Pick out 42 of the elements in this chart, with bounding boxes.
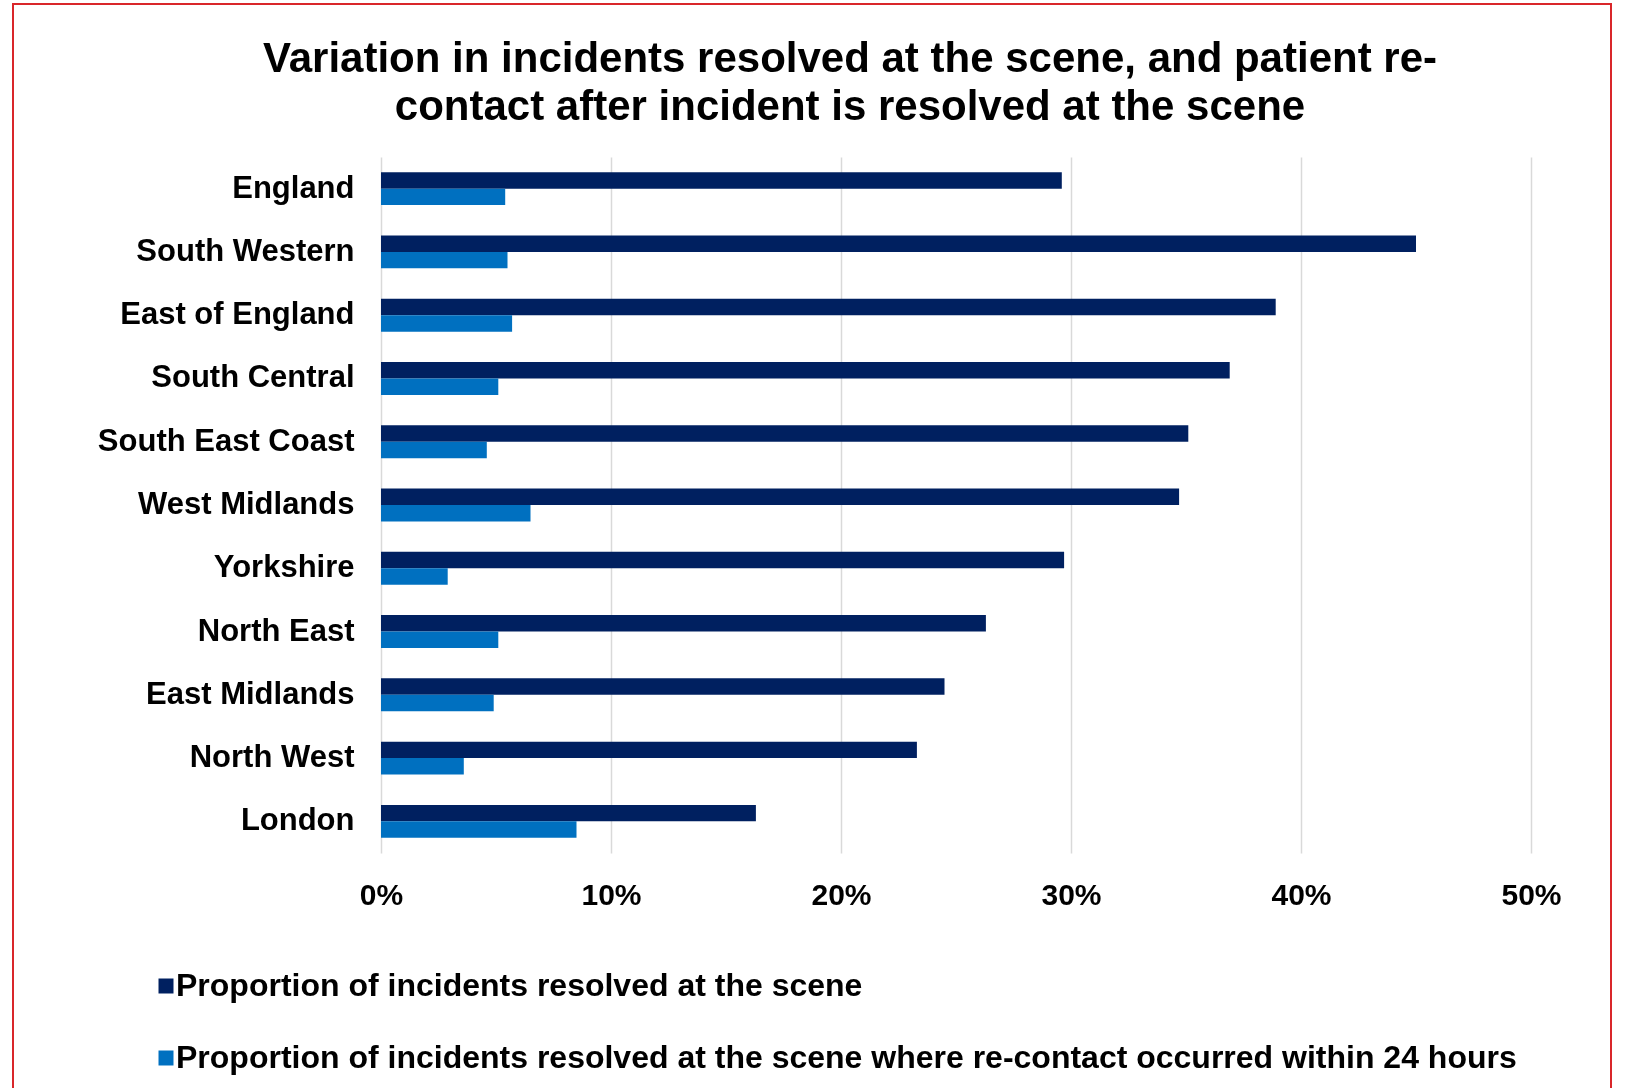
- bar: [381, 741, 917, 759]
- bar: [381, 425, 1189, 442]
- y-tick-label: South Central: [151, 359, 355, 395]
- x-tick-label: 40%: [1271, 877, 1332, 911]
- x-tick-label: 10%: [581, 877, 642, 911]
- y-tick-label: London: [240, 802, 355, 838]
- bar: [381, 378, 499, 395]
- y-tick-label: England: [232, 169, 355, 205]
- y-tick-label: North East: [197, 612, 355, 648]
- bar: [381, 251, 508, 269]
- bar: [381, 551, 1065, 569]
- bar: [381, 821, 577, 838]
- y-tick-label: South Western: [136, 232, 355, 268]
- y-tick-label: South East Coast: [97, 422, 355, 458]
- y-tick-label: East of England: [120, 296, 355, 332]
- y-tick-label: West Midlands: [138, 486, 355, 521]
- bar: [381, 694, 494, 712]
- y-tick-label: Yorkshire: [213, 549, 355, 585]
- bar: [381, 505, 531, 522]
- bar: [381, 362, 1230, 379]
- chart-title: Variation in incidents resolved at the scene, and patient re-contact after incident is resolved at the scene: [263, 34, 1437, 129]
- bar: [381, 235, 1416, 252]
- bar: [381, 568, 448, 585]
- bar: [381, 631, 499, 648]
- bar: [381, 172, 1062, 189]
- bar: [381, 758, 464, 775]
- legend-label: Proportion of incidents resolved at the scene: [176, 967, 863, 1003]
- bar: [381, 488, 1180, 505]
- y-tick-label: East Midlands: [146, 675, 355, 711]
- x-tick-label: 50%: [1501, 877, 1562, 911]
- bar: [381, 678, 945, 695]
- bar: [381, 298, 1276, 316]
- bar: [381, 441, 487, 459]
- x-tick-label: 30%: [1041, 877, 1102, 911]
- x-tick-label: 0%: [359, 877, 404, 911]
- x-tick-label: 20%: [811, 877, 872, 911]
- bar: [381, 615, 986, 632]
- y-tick-label: North West: [189, 739, 355, 775]
- legend-label: Proportion of incidents resolved at the scene where re-contact occurred within 24 hours: [176, 1039, 1517, 1075]
- bar: [381, 804, 756, 822]
- bar: [381, 188, 506, 206]
- bar: [381, 315, 513, 332]
